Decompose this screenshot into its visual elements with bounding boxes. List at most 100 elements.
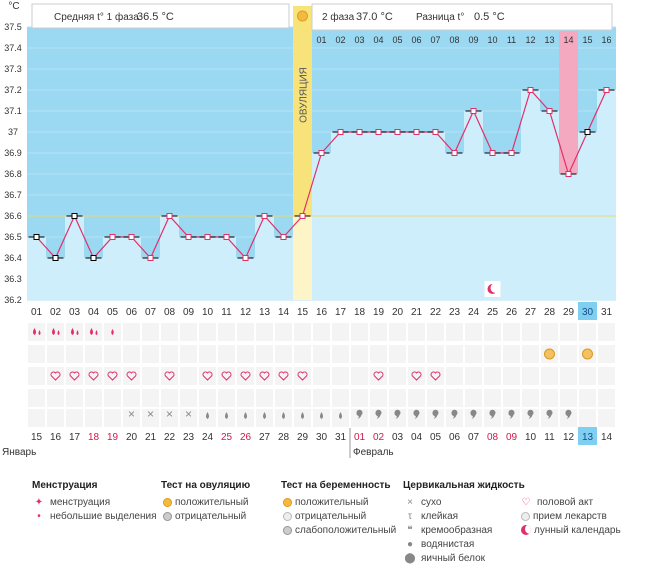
symbol-cell: [123, 345, 140, 363]
symbol-cell: [408, 409, 425, 427]
cycle-day-label: 03: [69, 307, 81, 318]
date-label: 08: [487, 432, 499, 443]
symbol-cell: [427, 345, 444, 363]
heart-icon: [373, 371, 384, 381]
symbol-cell: [256, 323, 273, 341]
pregnancy-test-icon: [582, 348, 593, 360]
cycle-day-label: 01: [31, 307, 43, 318]
symbol-cell: [180, 409, 197, 427]
date-label: 23: [183, 432, 195, 443]
creamy-icon: [432, 409, 439, 419]
diff-label: Разница t°: [416, 12, 464, 23]
symbol-cell: [484, 367, 501, 385]
dry-icon: ×: [166, 407, 173, 421]
pregnancy-test-icon: [544, 348, 555, 360]
symbol-cell: [142, 409, 159, 427]
temperature-point: [185, 234, 192, 240]
legend-item-ovulation-negative: отрицательный: [161, 510, 250, 524]
symbol-cell: [370, 345, 387, 363]
post-ovulation-day-label: 14: [563, 35, 573, 45]
cycle-day-label: 30: [582, 307, 594, 318]
symbol-cell: [541, 389, 558, 407]
symbol-cell: [47, 367, 64, 385]
symbol-cell: [560, 389, 577, 407]
legend-item-pregnancy-positive: положительный: [281, 496, 396, 510]
symbol-cell: [294, 367, 311, 385]
ovulation-column: [293, 6, 312, 216]
symbol-cell: [503, 345, 520, 363]
cycle-day-label: 31: [601, 307, 613, 318]
heart-icon: [88, 371, 99, 381]
symbol-cell: [598, 409, 615, 427]
heart-icon: [202, 371, 213, 381]
symbol-cell: [161, 409, 178, 427]
symbol-cell: [66, 345, 83, 363]
symbol-cell: [389, 367, 406, 385]
temp-bar: [540, 111, 559, 300]
creamy-icon: [565, 409, 572, 419]
date-label: 31: [335, 432, 347, 443]
symbol-cell: [237, 323, 254, 341]
heart-icon: [411, 371, 422, 381]
symbol-cell: [598, 323, 615, 341]
symbol-cell: [370, 367, 387, 385]
date-label: 27: [259, 432, 271, 443]
temp-bar: [445, 153, 464, 300]
symbol-cell: [313, 345, 330, 363]
post-ovulation-day-label: 16: [601, 35, 611, 45]
cycle-day-label: 15: [297, 307, 309, 318]
heart-icon: [240, 371, 251, 381]
temp-bar: [103, 237, 122, 300]
dry-icon: ×: [128, 407, 135, 421]
post-ovulation-day-label: 10: [487, 35, 497, 45]
heart-icon: [126, 371, 137, 381]
symbol-cell: [313, 389, 330, 407]
symbol-cell: [180, 345, 197, 363]
creamy-icon: [470, 409, 477, 419]
symbol-cell: [446, 323, 463, 341]
post-ovulation-day-label: 01: [316, 35, 326, 45]
date-label: 22: [164, 432, 176, 443]
cycle-day-label: 18: [354, 307, 366, 318]
symbol-cell: [408, 345, 425, 363]
symbol-cell: [66, 409, 83, 427]
date-label: 10: [525, 432, 537, 443]
symbol-cell: [47, 389, 64, 407]
watery-icon: [282, 412, 285, 419]
symbol-cell: [560, 367, 577, 385]
legend-other: ♡ половой акт прием лекарств лунный кален…: [519, 480, 621, 538]
symbol-cell: [218, 367, 235, 385]
y-tick-label: 37: [8, 127, 18, 137]
symbol-cell: [199, 323, 216, 341]
temperature-point: [299, 213, 306, 219]
drop-icon: ●: [406, 539, 414, 550]
symbol-cell: [465, 367, 482, 385]
symbol-cell: [598, 367, 615, 385]
temperature-point: [527, 87, 534, 93]
symbol-cell: [104, 367, 121, 385]
symbol-cell: [541, 367, 558, 385]
date-label: 21: [145, 432, 157, 443]
temperature-point: [451, 150, 458, 156]
symbol-cell: [389, 323, 406, 341]
symbol-cell: [427, 323, 444, 341]
legend-item-dry: × сухо: [403, 496, 525, 510]
pregnancy-negative-icon: [283, 511, 292, 521]
dry-icon: ×: [147, 407, 154, 421]
symbol-cell: [370, 409, 387, 427]
temperature-point: [33, 234, 40, 240]
legend-item-watery: ● водянистая: [403, 538, 525, 552]
phase2-label: 2 фаза: [322, 11, 355, 23]
temp-bar: [160, 216, 179, 300]
symbol-cell: [522, 389, 539, 407]
temp-bar: [483, 153, 502, 300]
symbol-cell: [142, 345, 159, 363]
menstruation-icon: [33, 328, 41, 335]
legend-cervical: Цервикальная жидкость × сухо τ клейкая ❝ кр…: [403, 480, 525, 566]
temperature-point: [261, 213, 268, 219]
symbol-cell: [85, 389, 102, 407]
temp-bar: [198, 237, 217, 300]
post-ovulation-day-label: 12: [525, 35, 535, 45]
temperature-point: [337, 129, 344, 135]
post-ovulation-day-label: 13: [544, 35, 554, 45]
